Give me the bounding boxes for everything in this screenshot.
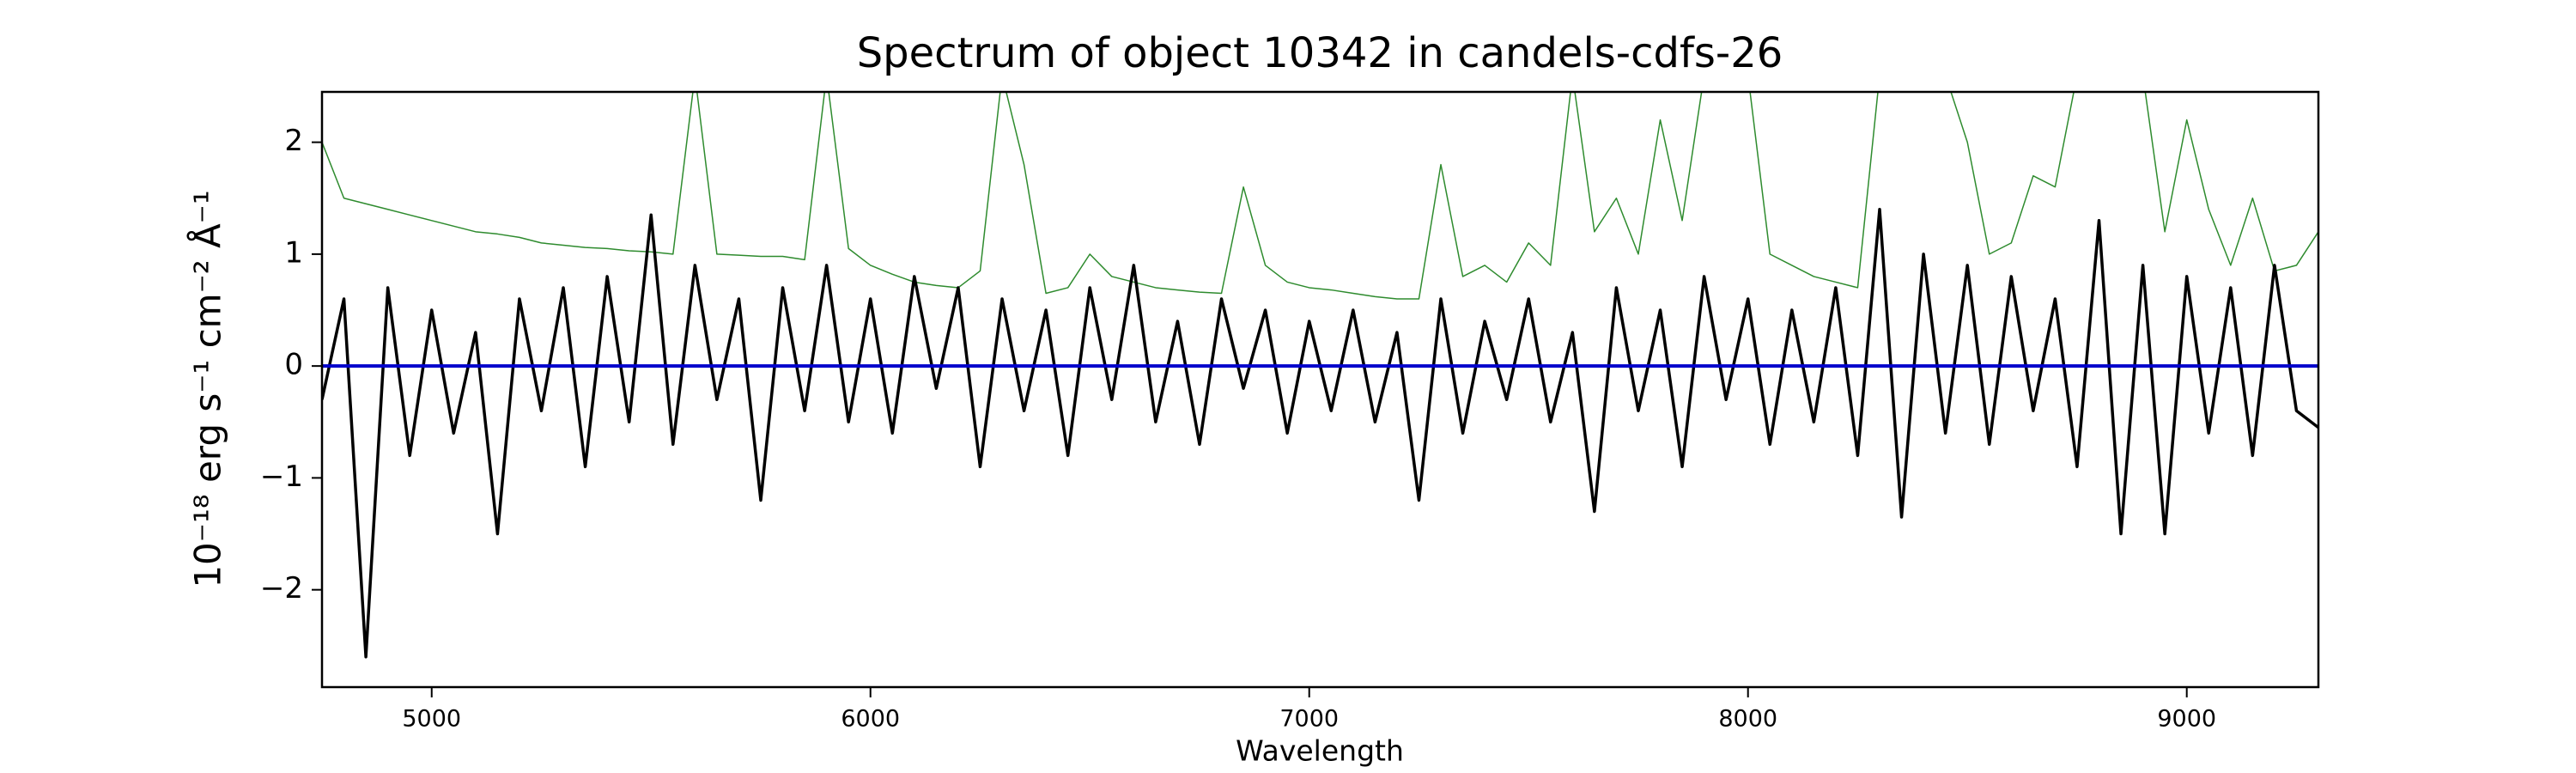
spectrum-line <box>322 92 2318 300</box>
y-axis-label: 10⁻¹⁸ erg s⁻¹ cm⁻² Å⁻¹ <box>186 190 229 587</box>
spectrum-line <box>322 208 2318 659</box>
x-tick-label: 8000 <box>1718 706 1777 733</box>
y-tick-label: 0 <box>284 348 303 382</box>
x-tick-label: 5000 <box>402 706 461 733</box>
chart-title: Spectrum of object 10342 in candels-cdfs… <box>857 29 1783 77</box>
y-tick-label: 2 <box>284 124 303 158</box>
x-tick-label: 6000 <box>841 706 900 733</box>
x-axis-label: Wavelength <box>1236 734 1404 768</box>
x-tick-label: 7000 <box>1279 706 1339 733</box>
axes-frame <box>320 90 2320 689</box>
y-tick-label: −2 <box>260 571 303 606</box>
x-tick-label: 9000 <box>2157 706 2216 733</box>
y-tick-label: −1 <box>260 460 303 494</box>
plot-area <box>322 92 2318 659</box>
y-tick-label: 1 <box>284 235 303 270</box>
